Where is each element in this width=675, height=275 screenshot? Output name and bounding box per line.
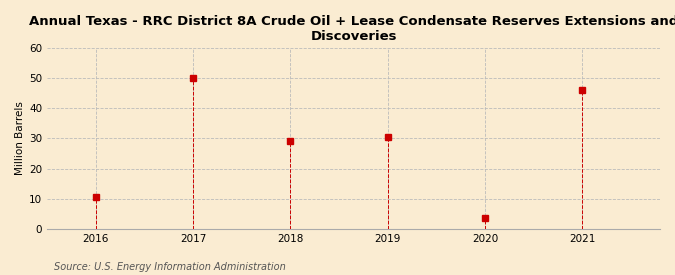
Text: Source: U.S. Energy Information Administration: Source: U.S. Energy Information Administ… — [54, 262, 286, 272]
Y-axis label: Million Barrels: Million Barrels — [15, 101, 25, 175]
Title: Annual Texas - RRC District 8A Crude Oil + Lease Condensate Reserves Extensions : Annual Texas - RRC District 8A Crude Oil… — [29, 15, 675, 43]
